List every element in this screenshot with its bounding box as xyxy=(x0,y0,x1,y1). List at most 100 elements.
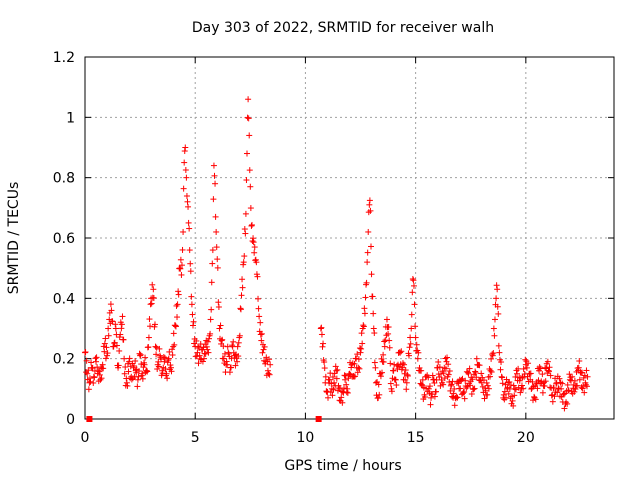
data-point xyxy=(194,349,201,356)
data-point xyxy=(183,192,190,199)
data-point xyxy=(264,367,271,374)
data-point xyxy=(451,402,458,409)
data-point xyxy=(544,358,551,365)
data-point xyxy=(237,306,244,313)
data-point xyxy=(487,367,494,374)
data-point xyxy=(212,213,219,220)
data-point xyxy=(118,325,125,332)
data-point xyxy=(523,364,530,371)
data-point xyxy=(363,279,370,286)
data-point xyxy=(572,386,579,393)
data-point xyxy=(464,383,471,390)
data-point xyxy=(378,355,385,362)
data-point xyxy=(242,230,249,237)
data-point xyxy=(542,378,549,385)
data-point xyxy=(514,370,521,377)
data-point xyxy=(566,371,573,378)
data-point xyxy=(248,222,255,229)
data-point xyxy=(346,370,353,377)
data-point xyxy=(441,375,448,382)
data-point xyxy=(116,347,123,354)
data-point xyxy=(487,373,494,380)
x-tick-label: 15 xyxy=(407,430,425,446)
data-point xyxy=(110,343,117,350)
data-point xyxy=(484,382,491,389)
data-point xyxy=(217,322,224,329)
data-point xyxy=(151,321,158,328)
data-point xyxy=(410,277,417,284)
data-point xyxy=(209,260,216,267)
data-point xyxy=(574,382,581,389)
data-point xyxy=(364,259,371,266)
data-point xyxy=(522,356,529,363)
data-point xyxy=(104,352,111,359)
data-point xyxy=(461,388,468,395)
data-point xyxy=(429,372,436,379)
data-point xyxy=(170,330,177,337)
data-point xyxy=(342,376,349,383)
data-point xyxy=(390,367,397,374)
data-point xyxy=(462,377,469,384)
data-point xyxy=(99,361,106,368)
data-point xyxy=(511,385,518,392)
data-point xyxy=(215,299,222,306)
data-point xyxy=(174,301,181,308)
data-point xyxy=(150,286,157,293)
data-point xyxy=(371,330,378,337)
data-point xyxy=(464,369,471,376)
data-point xyxy=(520,365,527,372)
data-point xyxy=(93,354,100,361)
data-point xyxy=(472,369,479,376)
data-point xyxy=(180,185,187,192)
data-point xyxy=(361,310,368,317)
data-point xyxy=(161,358,168,365)
data-point xyxy=(372,364,379,371)
data-point xyxy=(560,391,567,398)
data-point xyxy=(371,359,378,366)
data-point xyxy=(124,382,131,389)
data-point xyxy=(258,337,265,344)
data-point xyxy=(583,367,590,374)
data-point xyxy=(141,361,148,368)
data-point xyxy=(520,385,527,392)
data-point xyxy=(367,207,374,214)
data-point xyxy=(96,368,103,375)
data-point xyxy=(118,321,125,328)
data-point xyxy=(447,387,454,394)
data-point xyxy=(142,354,149,361)
data-point xyxy=(164,375,171,382)
data-point xyxy=(497,366,504,373)
data-point xyxy=(370,310,377,317)
data-point xyxy=(177,265,184,272)
data-point xyxy=(419,376,426,383)
data-point xyxy=(344,389,351,396)
data-point xyxy=(102,355,109,362)
data-point xyxy=(146,316,153,323)
data-point xyxy=(112,325,119,332)
data-point xyxy=(453,393,460,400)
data-point xyxy=(403,379,410,386)
data-point xyxy=(128,376,135,383)
data-point xyxy=(238,292,245,299)
data-point xyxy=(190,318,197,325)
data-point xyxy=(266,356,273,363)
data-point xyxy=(491,332,498,339)
data-point xyxy=(101,348,108,355)
data-point xyxy=(190,322,197,329)
data-point xyxy=(331,379,338,386)
data-point xyxy=(380,359,387,366)
data-point xyxy=(95,367,102,374)
data-point xyxy=(225,350,232,357)
data-point xyxy=(498,359,505,366)
data-point xyxy=(518,382,525,389)
data-point xyxy=(250,235,257,242)
data-point xyxy=(218,337,225,344)
data-point xyxy=(226,369,233,376)
data-point xyxy=(209,247,216,254)
data-point xyxy=(539,389,546,396)
y-tick-label: 0.2 xyxy=(53,352,75,368)
data-point xyxy=(406,344,413,351)
data-point xyxy=(359,340,366,347)
data-point xyxy=(92,355,99,362)
data-point xyxy=(137,352,144,359)
